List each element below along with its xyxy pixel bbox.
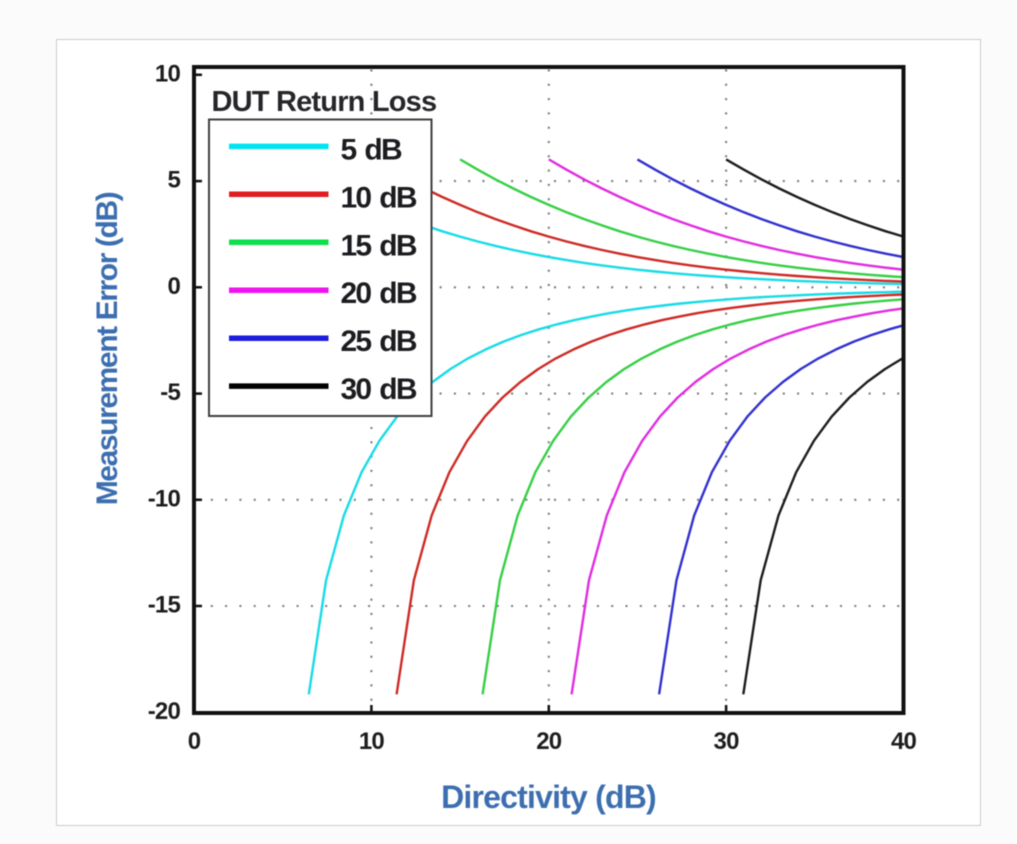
svg-text:-15: -15: [148, 592, 181, 619]
svg-text:10 dB: 10 dB: [341, 181, 417, 214]
svg-text:15 dB: 15 dB: [341, 229, 417, 262]
svg-text:-20: -20: [148, 698, 181, 725]
svg-text:-5: -5: [160, 379, 180, 406]
svg-text:0: 0: [188, 728, 201, 755]
svg-text:25 dB: 25 dB: [341, 325, 417, 358]
svg-text:0: 0: [167, 273, 180, 300]
svg-text:-10: -10: [148, 485, 181, 512]
svg-text:30: 30: [714, 728, 740, 755]
svg-text:20: 20: [536, 728, 562, 755]
svg-text:20 dB: 20 dB: [341, 277, 417, 310]
svg-text:10: 10: [155, 60, 181, 87]
svg-text:5: 5: [167, 167, 180, 194]
svg-text:5 dB: 5 dB: [341, 133, 402, 166]
svg-text:DUT Return Loss: DUT Return Loss: [212, 86, 437, 118]
svg-text:40: 40: [891, 728, 917, 755]
svg-text:10: 10: [359, 728, 385, 755]
svg-text:Directivity (dB): Directivity (dB): [441, 779, 656, 815]
svg-text:30 dB: 30 dB: [341, 373, 417, 406]
svg-text:Measurement Error (dB): Measurement Error (dB): [91, 192, 124, 505]
